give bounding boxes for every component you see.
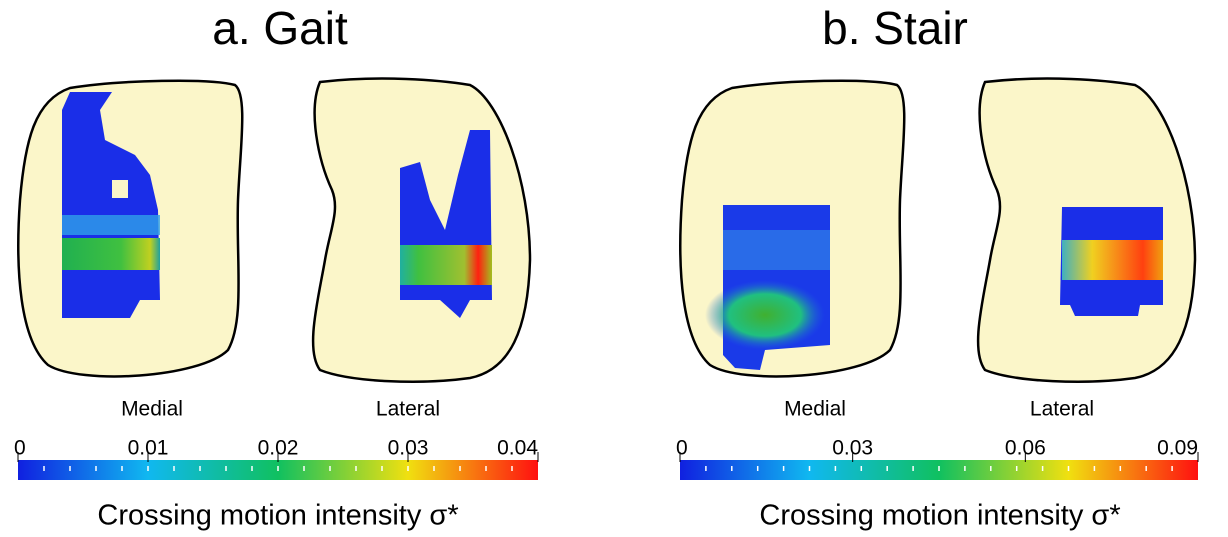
panel-a-shapes [18, 79, 530, 382]
compartment-label: Lateral [1030, 398, 1094, 421]
heat-band [723, 230, 830, 270]
colorbar-tick-label: 0.01 [128, 437, 169, 460]
heat-band [1062, 240, 1163, 280]
colorbar-label: Crossing motion intensity σ* [759, 500, 1120, 532]
heat-band [62, 238, 160, 270]
colorbar-tick-label: 0 [14, 437, 26, 460]
heat-band [400, 245, 492, 285]
hole [112, 180, 128, 198]
colorbar-tick-label: 0.03 [388, 437, 429, 460]
colorbar-tick-label: 0.04 [497, 437, 538, 460]
colorbar-tick-label: 0.06 [1005, 437, 1046, 460]
colorbar-tick-label: 0 [676, 437, 688, 460]
heat-blob [705, 280, 825, 350]
heat-band [62, 215, 160, 235]
compartment-label: Medial [121, 398, 183, 421]
colorbar-tick-label: 0.09 [1157, 437, 1198, 460]
colorbar-label: Crossing motion intensity σ* [97, 500, 458, 532]
figure: a. Gait Medial Lateral 0 0.01 0.02 0.03 0.04 Cro… [0, 0, 1228, 537]
panel-title: a. Gait [212, 2, 348, 54]
compartment-label: Medial [784, 398, 846, 421]
colorbar-tick-label: 0.03 [832, 437, 873, 460]
plateau-outlines [18, 79, 1195, 382]
panel-title: b. Stair [822, 2, 968, 54]
colorbar-tick-label: 0.02 [258, 437, 299, 460]
compartment-label: Lateral [376, 398, 440, 421]
